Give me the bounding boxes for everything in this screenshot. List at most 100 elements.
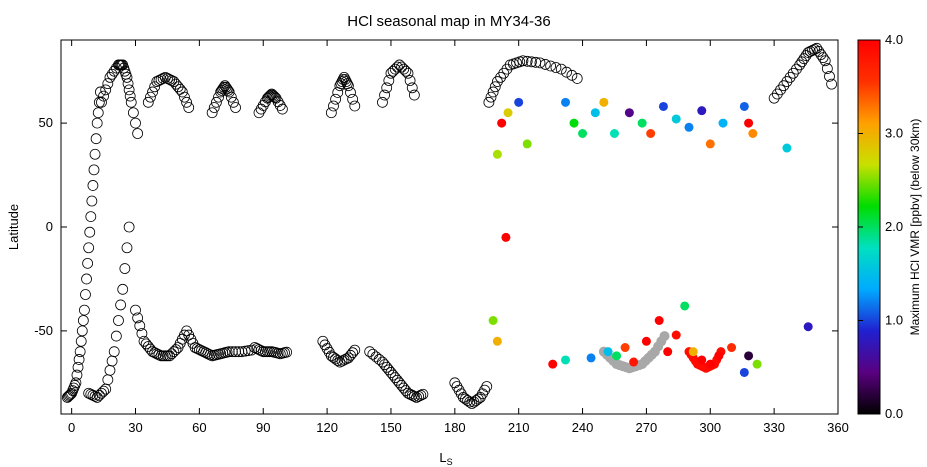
- track-point: [417, 388, 429, 400]
- track-point: [71, 369, 83, 381]
- track-point: [406, 82, 418, 94]
- track-point: [121, 72, 133, 83]
- track-point: [124, 90, 136, 102]
- hcl-detection-point: [684, 122, 694, 132]
- hcl-detection-point: [658, 101, 668, 111]
- colorbar-tick-label: 1.0: [885, 313, 903, 328]
- hcl-detection-point: [748, 129, 758, 138]
- hcl-detection-point: [609, 129, 619, 138]
- hcl-detection-point: [514, 97, 524, 107]
- track-point: [98, 385, 109, 397]
- hcl-detection-point: [671, 330, 681, 340]
- track-point: [123, 221, 135, 233]
- track-point: [781, 76, 793, 87]
- track-point: [84, 226, 96, 238]
- track-point: [495, 72, 506, 83]
- track-point: [255, 345, 267, 357]
- track-point: [108, 65, 120, 77]
- track-point: [385, 67, 397, 79]
- track-point: [145, 91, 156, 103]
- hcl-detection-point: [718, 118, 728, 128]
- x-axis-label: LS: [439, 450, 452, 467]
- track-point: [491, 76, 503, 87]
- hcl-detection-point: [522, 139, 532, 149]
- track-point: [136, 328, 148, 339]
- hcl-detection-point: [497, 118, 507, 128]
- track-point: [404, 75, 416, 86]
- track-point: [485, 91, 497, 103]
- track-point: [125, 96, 137, 108]
- hcl-detection-point: [697, 355, 707, 365]
- hcl-detection-point: [503, 108, 513, 118]
- hcl-detection-point: [620, 343, 630, 353]
- hcl-detection-point: [501, 232, 511, 242]
- track-point: [274, 100, 286, 111]
- track-point: [332, 355, 344, 366]
- track-point: [98, 90, 109, 102]
- hcl-detection-point: [578, 129, 588, 138]
- track-point: [210, 96, 222, 108]
- track-point: [81, 273, 92, 285]
- track-point: [539, 59, 551, 70]
- track-point: [208, 102, 220, 113]
- track-point: [120, 68, 132, 80]
- track-point: [784, 72, 796, 83]
- track-point: [381, 82, 393, 94]
- track-point: [153, 349, 165, 361]
- track-point: [489, 81, 501, 93]
- track-point: [121, 242, 133, 254]
- track-point: [821, 63, 833, 74]
- track-point: [206, 107, 218, 119]
- hcl-detection-point: [548, 359, 558, 369]
- track-point: [123, 84, 135, 96]
- track-point: [127, 107, 139, 119]
- hcl-detection-point: [599, 97, 609, 107]
- x-tick-label: 360: [827, 420, 849, 435]
- track-point: [142, 96, 154, 108]
- hcl-detection-point: [739, 367, 749, 377]
- y-tick-label: 50: [39, 115, 53, 130]
- track-point: [449, 377, 461, 389]
- hcl-detection-point: [569, 118, 579, 128]
- hcl-detection-point: [590, 108, 600, 118]
- x-tick-label: 150: [380, 420, 402, 435]
- chart-title: HCl seasonal map in MY34-36: [347, 13, 550, 30]
- track-point: [778, 80, 790, 92]
- track-point: [408, 390, 420, 402]
- track-point: [94, 86, 106, 98]
- track-point: [106, 68, 118, 80]
- track-point: [168, 346, 180, 358]
- hcl-detection-point: [744, 351, 754, 361]
- track-point: [798, 53, 810, 65]
- track-point: [226, 346, 238, 358]
- track-point: [80, 289, 91, 300]
- track-point: [85, 211, 97, 223]
- track-point: [63, 390, 74, 402]
- track-point: [166, 75, 178, 86]
- track-point: [396, 61, 408, 73]
- track-point: [164, 350, 175, 362]
- track-point: [383, 75, 395, 86]
- track-point: [100, 84, 112, 96]
- hcl-detection-point: [654, 316, 664, 325]
- track-point: [330, 93, 342, 105]
- track-point: [347, 347, 359, 359]
- track-point: [113, 315, 124, 326]
- track-point: [253, 107, 265, 119]
- hcl-detection-point: [637, 118, 647, 128]
- track-point: [102, 78, 114, 90]
- track-point: [815, 49, 827, 60]
- track-point: [342, 80, 354, 92]
- hcl-detection-point: [697, 106, 707, 116]
- track-point: [328, 100, 339, 112]
- track-point: [132, 312, 144, 324]
- track-point: [813, 46, 825, 57]
- track-point: [659, 331, 670, 342]
- x-axis-ticks: 0 30 60 90 120 150 180 210 240 270 300 330 360: [68, 40, 849, 435]
- track-point: [266, 88, 278, 100]
- track-point: [77, 315, 89, 326]
- track-point: [96, 96, 107, 108]
- y-tick-label: 0: [46, 219, 53, 234]
- track-point: [166, 348, 178, 360]
- x-tick-label: 240: [572, 420, 594, 435]
